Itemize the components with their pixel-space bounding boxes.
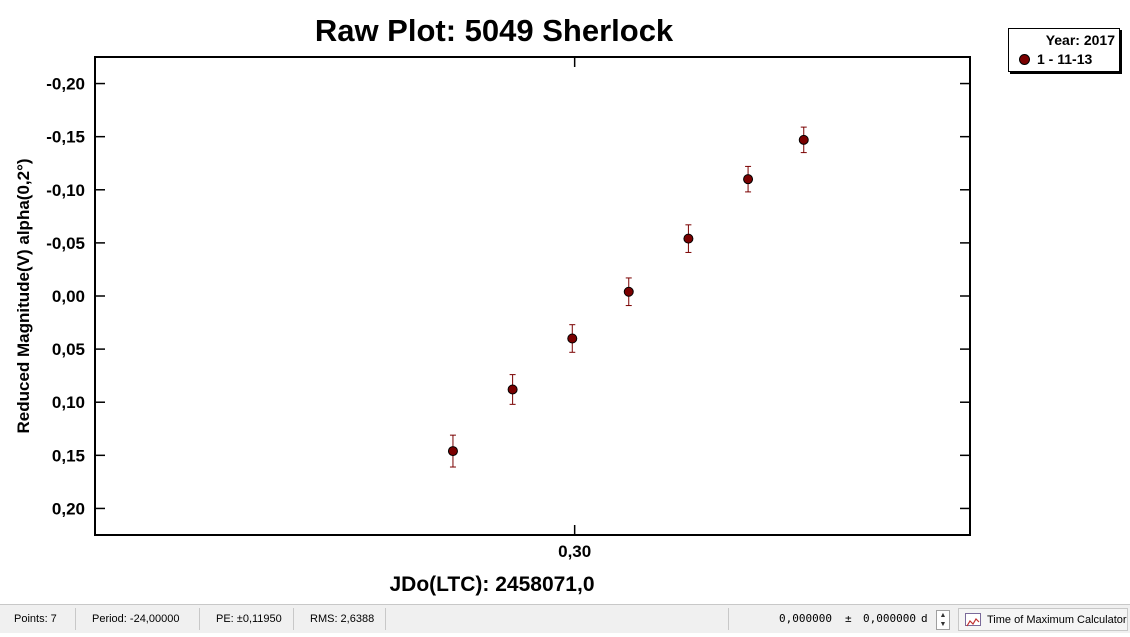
spinner-down-icon[interactable]: ▼	[939, 621, 947, 628]
legend-entry-label: 1 - 11-13	[1037, 51, 1093, 67]
legend-entry: 1 - 11-13	[1019, 51, 1092, 67]
chart-area: Raw Plot: 5049 Sherlock -0,20 -0,15 -0,10-…	[14, 13, 1120, 596]
y-axis-label: Reduced Magnitude(V) alpha(0,2°)	[14, 158, 33, 433]
y-tick-label: 0,00	[52, 287, 85, 306]
y-tick-label: 0,15	[52, 446, 85, 465]
offset-error-value: 0,000000	[863, 612, 916, 625]
offset-spinner[interactable]: ▲ ▼	[936, 610, 950, 630]
time-of-maximum-calculator-button[interactable]: Time of Maximum Calculator	[958, 608, 1128, 631]
y-tick-label: 0,10	[52, 393, 85, 412]
offset-value: 0,000000	[779, 612, 832, 625]
y-tick-label: -0,20	[46, 75, 85, 94]
period-value: Period: -24,00000	[78, 608, 200, 630]
chart-svg: Raw Plot: 5049 Sherlock -0,20-0,15-0,10-…	[14, 13, 971, 596]
legend: Year: 2017 1 - 11-13	[1008, 28, 1120, 72]
data-point	[447, 446, 458, 457]
y-axis: -0,20 -0,15 -0,10 -0,05 0,00 0,05 0,10 0,15 0,20	[46, 75, 970, 518]
data-series	[447, 126, 809, 468]
y-tick-label: -0,10	[46, 181, 85, 200]
offset-unit: d	[921, 612, 928, 625]
tmc-button-label: Time of Maximum Calculator	[987, 614, 1127, 626]
y-tick-label: 0,05	[52, 340, 85, 359]
pe-value: PE: ±0,11950	[202, 608, 294, 630]
plot-frame	[94, 56, 971, 536]
legend-marker-icon	[1019, 53, 1030, 65]
legend-title: Year: 2017	[1045, 32, 1115, 48]
data-point	[683, 233, 694, 244]
rms-value: RMS: 2,6388	[296, 608, 386, 630]
spinner-up-icon[interactable]: ▲	[939, 612, 947, 619]
chart-title: Raw Plot: 5049 Sherlock	[315, 13, 674, 48]
plus-minus-sign: ±	[845, 612, 852, 625]
data-point	[743, 174, 754, 185]
x-axis: 0,30	[558, 57, 591, 561]
data-point	[798, 134, 809, 145]
data-point	[567, 333, 578, 344]
y-tick-label: -0,05	[46, 234, 85, 253]
time-offset-field[interactable]: 0,000000 ± 0,000000 d	[728, 608, 958, 630]
chart-window-icon	[965, 613, 981, 627]
x-tick-label: 0,30	[558, 542, 591, 561]
data-point	[507, 384, 518, 395]
status-bar: Points: 7 Period: -24,00000 PE: ±0,11950…	[0, 604, 1130, 633]
y-tick-label: 0,20	[52, 499, 85, 518]
data-point	[623, 286, 634, 297]
points-count: Points: 7	[0, 608, 76, 630]
y-tick-label: -0,15	[46, 128, 85, 147]
x-axis-label: JDo(LTC): 2458071,0	[389, 573, 594, 596]
